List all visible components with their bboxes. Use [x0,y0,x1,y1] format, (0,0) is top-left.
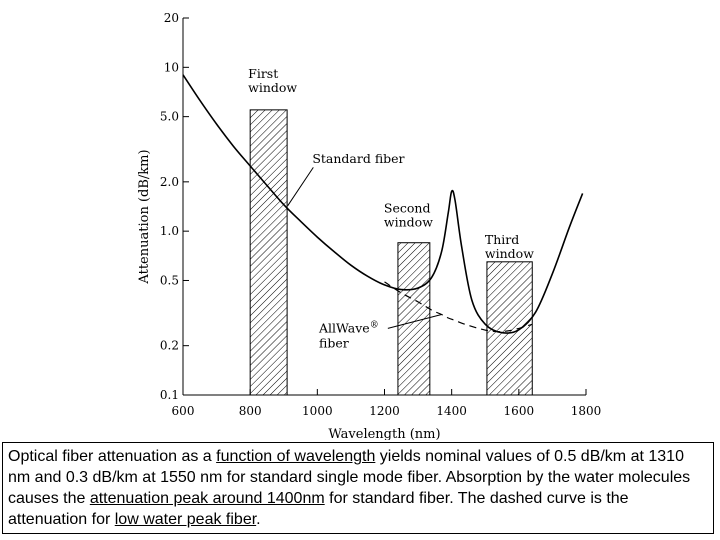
allwave-fiber-label: AllWave® [318,321,379,336]
caption-text-4: . [256,511,261,528]
y-ticks: 0.1 0.2 0.5 1.0 2.0 5.0 10 20 [160,11,189,402]
x-tick-label: 1200 [369,404,400,418]
y-tick-label: 10 [164,60,179,74]
y-axis-label: Attenuation (dB/km) [137,149,152,284]
second-window-label-line2: window [384,215,433,230]
registered-mark: ® [370,321,379,331]
third-window-label-line2: window [485,246,534,261]
standard-fiber-pointer [287,167,314,206]
y-tick-label: 0.2 [160,339,179,353]
window-bar-1 [249,109,288,396]
standard-fiber-curve [182,74,584,334]
caption-text-2: yields nominal values of 0.5 dB/km at 13… [8,448,691,507]
caption-link-low-water-peak-fiber[interactable]: low water peak fiber [114,511,257,528]
x-tick-label: 800 [239,404,262,418]
attenuation-chart: 600 800 1000 1200 1400 1600 1800 0.1 0.2 0.5 1.0 2… [137,11,602,440]
transmission-windows [249,109,533,396]
series [182,74,584,334]
y-tick-label: 20 [164,11,179,25]
figure-caption: Optical fiber attenuation as a function … [2,442,714,534]
standard-fiber-label: Standard fiber [312,151,404,166]
second-window-label-line1: Second [384,201,431,216]
caption-link-attenuation-peak[interactable]: attenuation peak around 1400nm [89,490,325,507]
x-tick-label: 600 [172,404,195,418]
allwave-fiber-curve [384,281,533,333]
third-window-label-line1: Third [485,232,519,247]
x-ticks: 600 800 1000 1200 1400 1600 1800 [172,389,602,418]
x-tick-label: 1600 [504,404,535,418]
caption-text-3: for standard fiber. The dashed curve is … [8,490,629,528]
caption-text-1: Optical fiber attenuation as a [8,448,217,465]
caption-link-function-of-wavelength[interactable]: function of wavelength [216,448,376,465]
first-window-label-line1: First [248,66,278,81]
y-tick-label: 0.5 [160,273,179,287]
y-tick-label: 2.0 [160,175,179,189]
y-tick-label: 1.0 [160,224,179,238]
first-window-label-line2: window [248,80,297,95]
x-tick-label: 1800 [571,404,602,418]
window-bar-3 [486,261,533,396]
allwave-name: AllWave [318,321,370,336]
x-tick-label: 1400 [436,404,467,418]
y-tick-label: 0.1 [160,388,179,402]
y-tick-label: 5.0 [160,110,179,124]
x-axis-label: Wavelength (nm) [328,427,440,440]
allwave-fiber-label-line2: fiber [319,335,349,350]
x-tick-label: 1000 [302,404,333,418]
allwave-fiber-pointer [387,314,442,329]
